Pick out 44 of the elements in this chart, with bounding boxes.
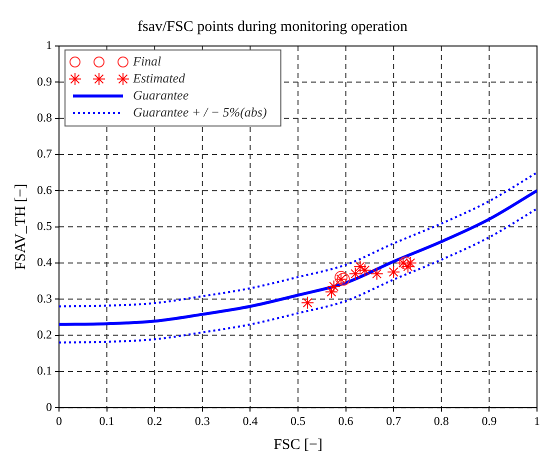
x-tick-label: 0.5 [290, 414, 306, 428]
point [348, 267, 362, 280]
point [354, 260, 367, 274]
y-tick-label: 0.2 [37, 327, 52, 342]
point [324, 285, 338, 298]
y-tick-label: 0.1 [37, 364, 52, 378]
x-axis-title: FSC [−] [274, 436, 322, 453]
x-tick-label: 0.2 [147, 414, 162, 428]
line-series [59, 172, 537, 308]
point [401, 260, 414, 274]
point [358, 264, 372, 277]
point [404, 256, 417, 270]
x-tick-label: 1 [534, 414, 540, 428]
y-tick-label: 1 [46, 38, 52, 52]
y-tick-label: 0.5 [37, 218, 52, 233]
point [396, 256, 410, 270]
y-tick-label: 0.6 [37, 182, 52, 197]
x-tick-label: 0.6 [338, 414, 354, 428]
legend-label: Guarantee [133, 87, 189, 102]
x-tick-label: 0.1 [99, 414, 114, 428]
legend-label: Final [132, 53, 162, 68]
y-tick-label: 0.9 [37, 74, 52, 88]
legend-label: Estimated [132, 70, 186, 86]
point [399, 256, 412, 270]
y-tick-label: 0.7 [37, 146, 52, 161]
y-axis-title: FSAV_TH [−] [12, 184, 29, 270]
point [387, 266, 400, 278]
line-series [59, 189, 537, 326]
chart-title: fsav/FSC points during monitoring operation [138, 18, 408, 35]
line-series [59, 208, 537, 344]
x-tick-label: 0.9 [482, 414, 497, 428]
legend-label: Guarantee + / − 5%(abs) [133, 104, 267, 120]
y-tick-label: 0.4 [37, 255, 52, 270]
x-tick-label: 0 [56, 414, 62, 428]
x-tick-label: 0.8 [434, 414, 449, 428]
x-tick-label: 0.7 [386, 414, 402, 428]
y-tick-label: 0 [46, 400, 52, 414]
y-tick-label: 0.8 [37, 110, 52, 124]
y-tick-label: 0.3 [37, 291, 52, 306]
x-tick-label: 0.4 [242, 414, 258, 428]
point [327, 280, 340, 293]
point [370, 267, 384, 280]
point [301, 296, 314, 310]
x-tick-label: 0.3 [194, 414, 210, 428]
